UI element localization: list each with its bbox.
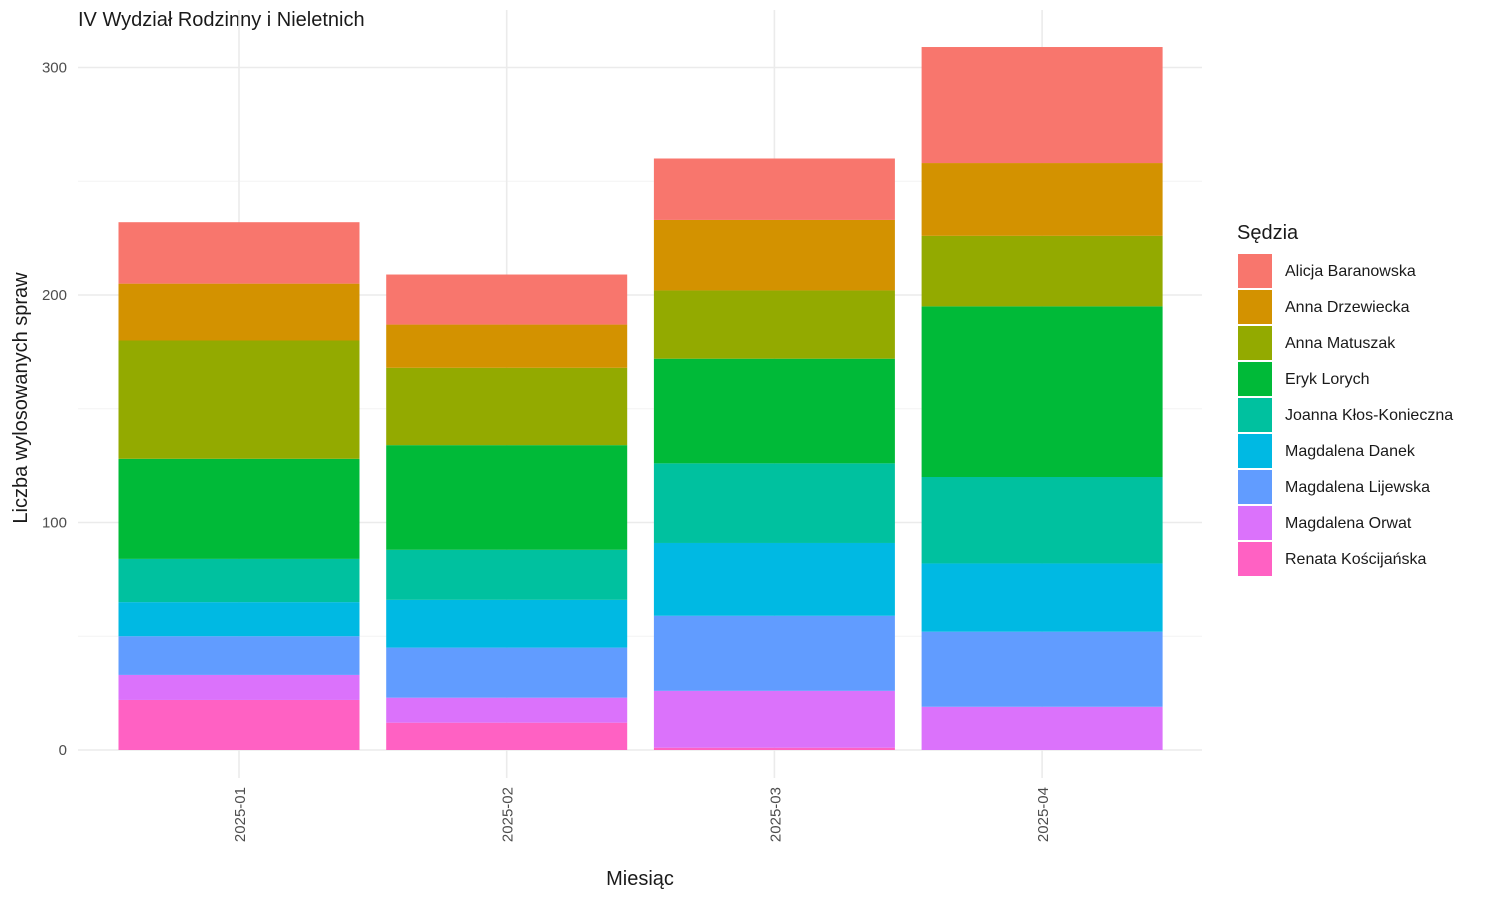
bar-segment xyxy=(921,47,1163,164)
x-tick-label: 2025-03 xyxy=(767,787,784,842)
legend-title: Sędzia xyxy=(1237,222,1299,244)
bar-segment xyxy=(921,706,1163,750)
y-axis-title: Liczba wylosowanych spraw xyxy=(10,272,32,524)
y-tick-label: 200 xyxy=(42,287,67,304)
bar-segment xyxy=(653,690,895,748)
bar-segment xyxy=(118,636,360,675)
legend-swatch xyxy=(1238,254,1272,288)
bar-segment xyxy=(653,158,895,220)
y-tick-label: 100 xyxy=(42,515,67,532)
legend-label: Magdalena Lijewska xyxy=(1285,479,1430,496)
bars xyxy=(118,47,1163,750)
legend-label: Magdalena Danek xyxy=(1285,443,1416,460)
bar-segment xyxy=(386,324,628,368)
legend-label: Magdalena Orwat xyxy=(1285,515,1412,532)
bar-segment xyxy=(653,219,895,291)
bar-segment xyxy=(921,235,1163,307)
x-tick-label: 2025-02 xyxy=(500,787,517,842)
x-axis-title: Miesiąc xyxy=(606,868,674,890)
legend-label: Renata Kościjańska xyxy=(1285,551,1427,568)
legend-swatch xyxy=(1238,542,1272,576)
legend-swatch xyxy=(1238,470,1272,504)
bar-segment xyxy=(653,358,895,464)
bar-segment xyxy=(921,563,1163,632)
legend-swatch xyxy=(1238,326,1272,360)
legend-swatch xyxy=(1238,398,1272,432)
bar-segment xyxy=(921,477,1163,564)
bar-segment xyxy=(921,631,1163,707)
legend-swatch xyxy=(1238,434,1272,468)
bar-segment xyxy=(386,599,628,648)
bar-segment xyxy=(118,458,360,559)
legend-label: Anna Matuszak xyxy=(1285,335,1396,352)
x-tick-label: 2025-04 xyxy=(1035,787,1052,842)
bar-segment xyxy=(386,722,628,750)
bar-segment xyxy=(118,674,360,700)
bar-segment xyxy=(118,558,360,603)
bar-segment xyxy=(118,602,360,637)
bar-segment xyxy=(921,163,1163,236)
bar-segment xyxy=(386,274,628,325)
legend: Sędzia Alicja Baranowska Anna Drzewiecka A… xyxy=(1237,222,1453,576)
legend-label: Alicja Baranowska xyxy=(1285,263,1416,280)
bar-segment xyxy=(118,699,360,750)
x-tick-label: 2025-01 xyxy=(232,787,249,842)
legend-label: Eryk Lorych xyxy=(1285,371,1369,388)
bar-segment xyxy=(386,697,628,723)
bar-segment xyxy=(653,463,895,543)
bar-segment xyxy=(921,306,1163,477)
legend-swatch xyxy=(1238,362,1272,396)
y-axis-ticks: 0 100 200 300 xyxy=(42,60,67,760)
bar-segment xyxy=(118,222,360,284)
bar-segment xyxy=(653,542,895,616)
legend-swatch xyxy=(1238,506,1272,540)
bar-segment xyxy=(386,549,628,600)
legend-label: Anna Drzewiecka xyxy=(1285,299,1410,316)
bar-segment xyxy=(118,283,360,341)
y-tick-label: 300 xyxy=(42,60,67,77)
bar-segment xyxy=(653,615,895,691)
chart-title: IV Wydział Rodzinny i Nieletnich xyxy=(78,9,365,31)
bar-segment xyxy=(386,445,628,550)
y-tick-label: 0 xyxy=(59,742,67,759)
legend-swatch xyxy=(1238,290,1272,324)
bar-segment xyxy=(386,647,628,698)
bar-segment xyxy=(653,747,895,750)
bar-segment xyxy=(118,340,360,459)
bar-segment xyxy=(653,290,895,359)
bar-segment xyxy=(386,367,628,446)
legend-label: Joanna Kłos-Konieczna xyxy=(1285,407,1453,424)
x-axis-ticks: 2025-01 2025-02 2025-03 2025-04 xyxy=(232,787,1052,842)
